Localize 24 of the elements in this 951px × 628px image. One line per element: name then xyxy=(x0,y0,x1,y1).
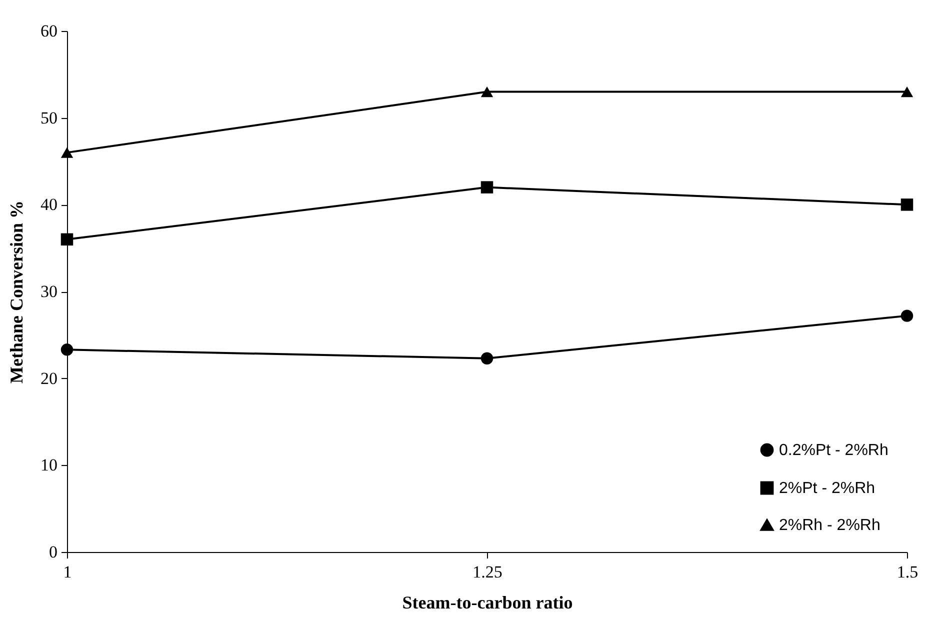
point xyxy=(60,147,74,158)
legend-label: 2%Pt - 2%Rh xyxy=(779,480,876,497)
y-tick-label: 60 xyxy=(40,22,58,40)
point xyxy=(900,86,914,98)
point xyxy=(480,86,494,98)
y-tick-label: 10 xyxy=(40,456,58,475)
point xyxy=(900,310,914,322)
y-tick-label: 0 xyxy=(49,542,58,562)
x-tick-label: 1.5 xyxy=(896,562,918,582)
point xyxy=(900,198,914,211)
x-axis-title: Steam-to-carbon ratio xyxy=(402,592,573,612)
point xyxy=(60,344,74,356)
y-tick-label: 40 xyxy=(40,195,58,214)
point xyxy=(480,352,494,364)
y-tick-label: 30 xyxy=(40,282,58,301)
point xyxy=(60,233,74,246)
x-tick-label: 1 xyxy=(63,562,72,582)
legend-label: 2%Rh - 2%Rh xyxy=(779,517,880,534)
y-axis-title: Methane Conversion % xyxy=(6,200,26,384)
y-tick-label: 50 xyxy=(40,108,58,128)
x-tick-label: 1.25 xyxy=(472,562,502,582)
legend-label: 0.2%Pt - 2%Rh xyxy=(779,442,888,459)
point xyxy=(480,181,494,194)
y-tick-label: 20 xyxy=(40,368,58,388)
